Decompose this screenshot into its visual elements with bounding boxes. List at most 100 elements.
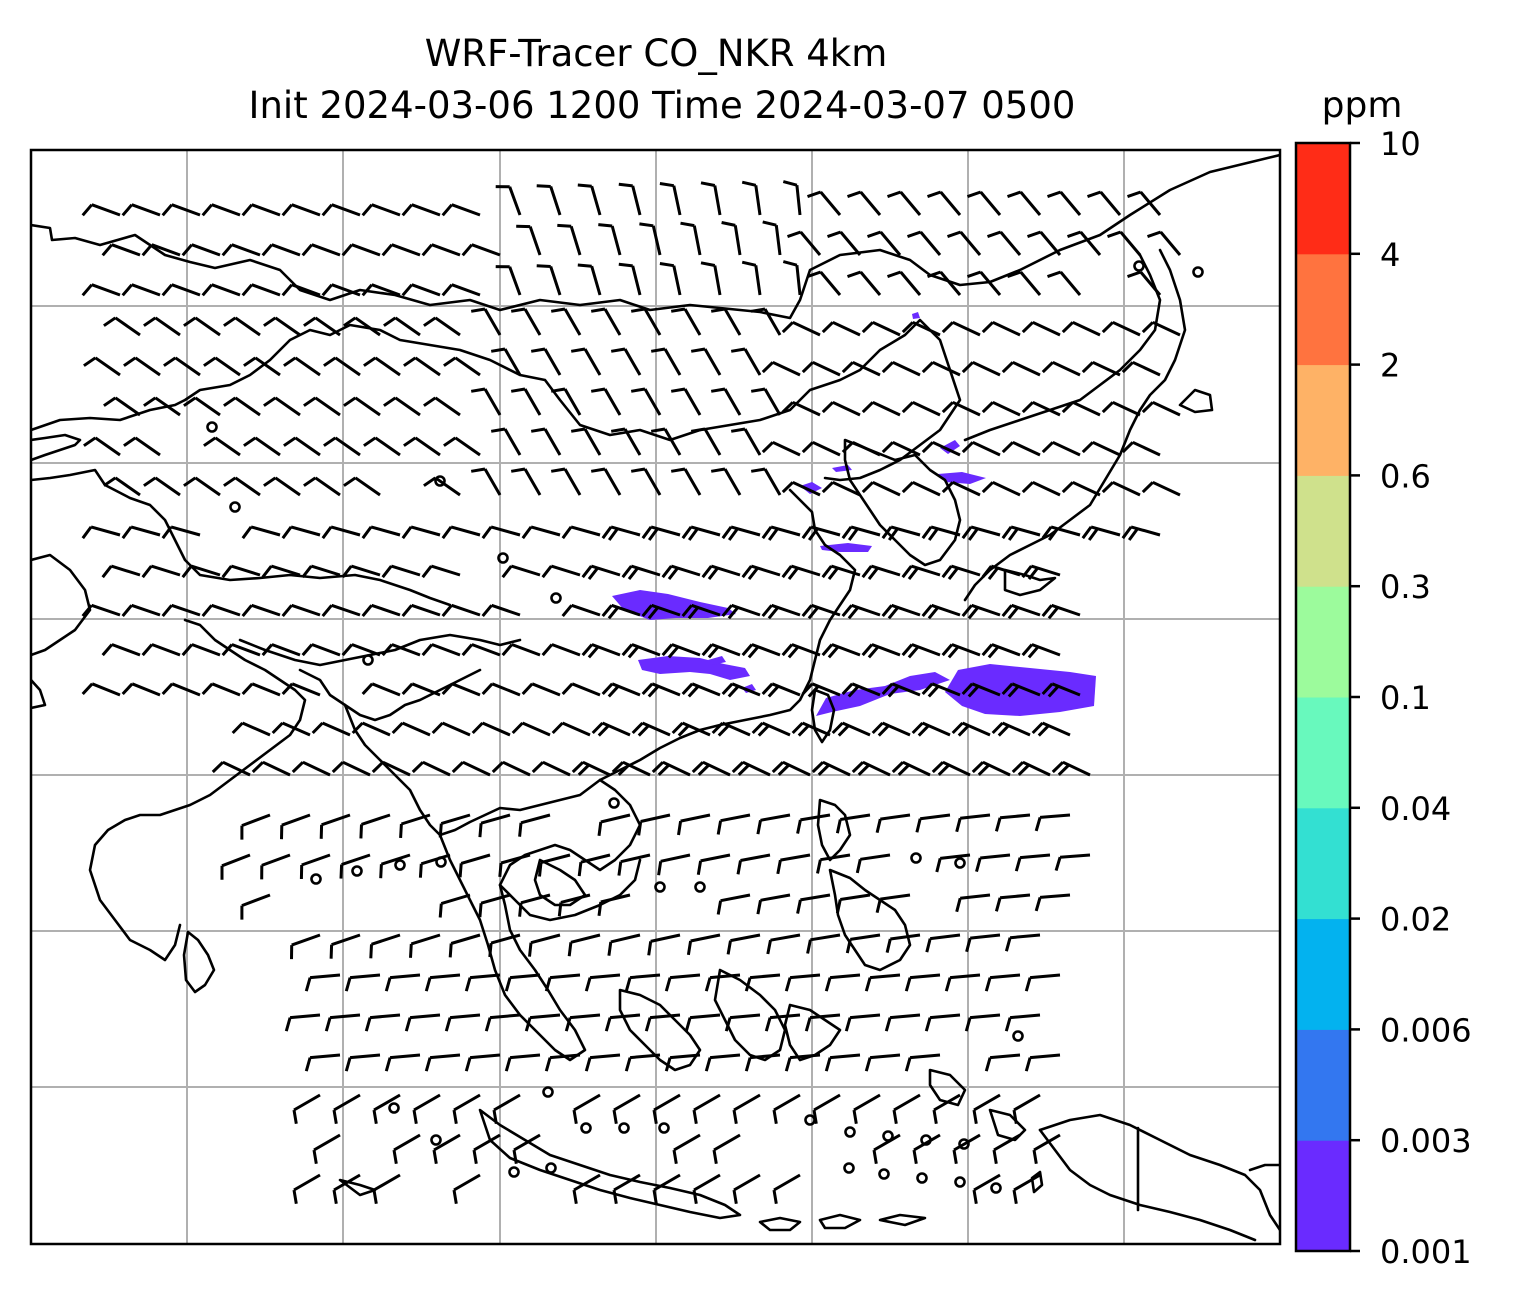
- wind-barb-icon: [994, 893, 1031, 912]
- wind-barb-icon: [530, 427, 562, 456]
- wind-barb-icon: [1047, 190, 1082, 216]
- wind-barb-icon: [844, 1013, 881, 1032]
- wind-barb-icon: [261, 643, 301, 657]
- wind-barb-icon: [781, 400, 821, 417]
- wind-barb-icon: [381, 243, 421, 257]
- wind-barb-icon: [401, 203, 441, 217]
- wind-barb-icon: [231, 721, 271, 737]
- wind-barb-icon: [851, 760, 891, 777]
- wind-barb-icon: [816, 853, 851, 874]
- colorbar-segment: [1296, 697, 1350, 809]
- wind-barb-icon: [641, 603, 681, 620]
- colorbar-segment: [1296, 364, 1350, 476]
- wind-barb-icon: [607, 933, 641, 956]
- wind-barb-icon: [931, 760, 971, 777]
- wind-barb-icon: [681, 682, 721, 698]
- wind-barb-icon: [572, 1093, 601, 1125]
- wind-barb-icon: [806, 933, 841, 954]
- wind-barb-icon: [1011, 760, 1051, 777]
- wind-barb-icon: [478, 893, 511, 918]
- wind-barb-icon: [332, 1093, 361, 1125]
- wind-barb-icon: [981, 480, 1021, 497]
- wind-barb-icon: [404, 1013, 441, 1032]
- wind-barb-icon: [241, 525, 281, 540]
- wind-barb-icon: [701, 564, 741, 581]
- wind-barb-icon: [183, 396, 221, 417]
- wind-barb-icon: [761, 603, 801, 620]
- calm-wind-circle-icon: [542, 1086, 554, 1098]
- wind-barb-icon: [1007, 190, 1042, 216]
- wind-barb-icon: [1021, 320, 1061, 337]
- wind-barb-icon: [299, 853, 331, 880]
- wind-barb-icon: [363, 356, 401, 377]
- calm-wind-circle-icon: [618, 1122, 630, 1134]
- wind-barb-icon: [121, 682, 161, 697]
- wind-barb-icon: [1121, 440, 1161, 457]
- wind-barb-icon: [921, 525, 961, 541]
- wind-barb-icon: [103, 476, 141, 497]
- wind-barb-icon: [461, 243, 501, 257]
- wind-barb-icon: [490, 347, 522, 376]
- wind-barb-icon: [784, 1053, 821, 1072]
- wind-barb-icon: [411, 760, 451, 777]
- wind-barb-icon: [332, 1173, 361, 1205]
- wind-barb-icon: [911, 721, 951, 737]
- wind-barb-icon: [1021, 564, 1061, 581]
- wind-barb-icon: [861, 320, 901, 337]
- wind-barb-icon: [143, 396, 181, 417]
- wind-barb-icon: [650, 427, 682, 456]
- wind-barb-icon: [423, 396, 461, 417]
- wind-barb-icon: [680, 221, 702, 256]
- wind-barb-icon: [1127, 270, 1162, 296]
- wind-barb-icon: [652, 1173, 681, 1205]
- wind-barb-icon: [736, 853, 771, 875]
- wind-barb-icon: [121, 603, 161, 618]
- wind-barb-icon: [716, 893, 751, 915]
- wind-barb-icon: [379, 853, 411, 879]
- wind-barb-icon: [121, 525, 161, 540]
- wind-barb-icon: [766, 933, 801, 955]
- colorbar-unit: ppm: [1322, 85, 1403, 126]
- wind-barb-icon: [1001, 603, 1041, 620]
- wind-barb-icon: [824, 1053, 861, 1072]
- wind-barb-icon: [81, 525, 121, 540]
- calm-wind-circle-icon: [878, 1168, 890, 1180]
- wind-barb-icon: [981, 320, 1021, 337]
- wind-barb-icon: [581, 564, 621, 581]
- wind-barb-icon: [701, 643, 741, 659]
- wind-barb-icon: [1147, 230, 1182, 256]
- wind-barb-icon: [677, 813, 711, 836]
- wind-barb-icon: [1001, 525, 1041, 541]
- wind-barb-icon: [884, 1013, 921, 1032]
- wind-barb-icon: [696, 853, 731, 875]
- wind-barb-icon: [123, 436, 161, 457]
- wind-barb-icon: [961, 682, 1001, 698]
- wind-barb-icon: [941, 564, 981, 581]
- wind-barb-icon: [901, 320, 941, 337]
- wind-barb-icon: [847, 190, 882, 216]
- wind-barb-icon: [861, 400, 901, 417]
- wind-barb-icon: [344, 973, 381, 992]
- wind-barb-icon: [915, 813, 951, 833]
- wind-barb-icon: [531, 760, 571, 777]
- wind-barb-icon: [841, 603, 881, 620]
- wind-barb-icon: [621, 643, 661, 659]
- wind-barb-icon: [624, 1053, 661, 1072]
- wind-barb-icon: [651, 760, 691, 777]
- wind-barb-icon: [947, 230, 982, 256]
- wind-barb-icon: [261, 243, 301, 257]
- colorbar-tick-label: 0.04: [1380, 790, 1451, 828]
- wind-barb-icon: [260, 853, 291, 880]
- wind-barb-icon: [392, 1133, 421, 1165]
- wind-barb-icon: [321, 203, 361, 217]
- colorbar-segment: [1296, 253, 1350, 366]
- wind-barb-icon: [283, 356, 321, 377]
- calm-wind-circle-icon: [694, 881, 706, 893]
- wind-barb-icon: [504, 973, 541, 992]
- wind-barb-icon: [291, 760, 331, 777]
- wind-barb-icon: [944, 973, 981, 992]
- calm-wind-circle-icon: [654, 881, 666, 893]
- wind-barb-icon: [881, 682, 921, 698]
- wind-barb-icon: [684, 1013, 721, 1032]
- wind-barb-icon: [401, 603, 441, 618]
